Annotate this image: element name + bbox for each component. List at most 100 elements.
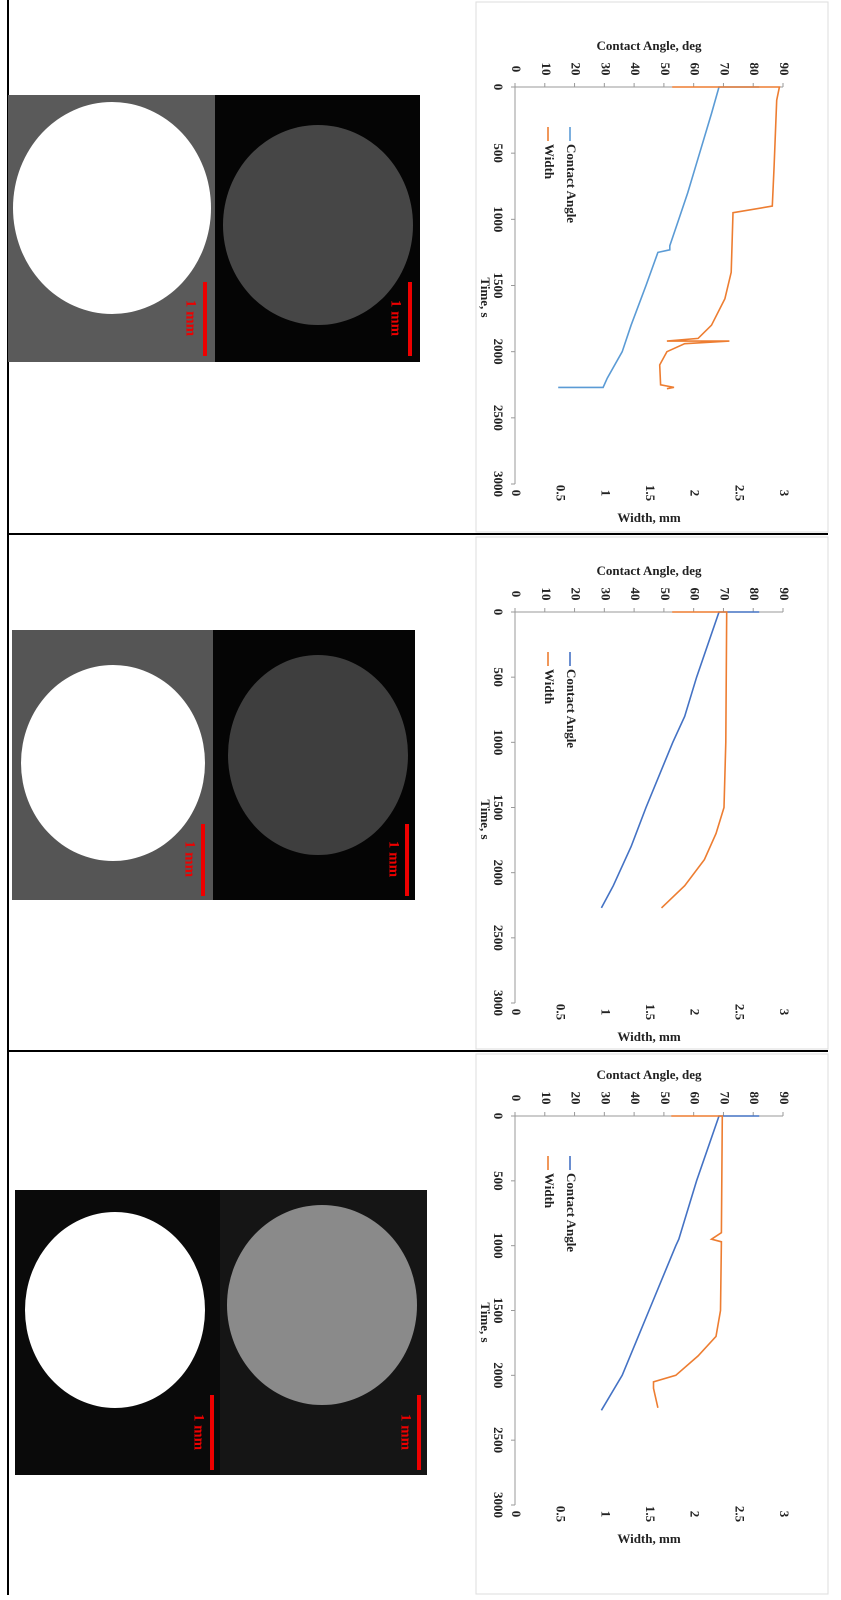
- y2-tick-label: 1.5: [643, 1004, 658, 1021]
- y2-tick-label: 0: [509, 1511, 524, 1518]
- y-tick-label: 80: [747, 588, 762, 601]
- x-tick-label: 2000: [491, 860, 506, 886]
- scale-label: 1 mm: [182, 841, 198, 878]
- y2-tick-label: 1: [598, 1009, 613, 1016]
- y2-tick-label: 2.5: [732, 485, 747, 502]
- y-tick-label: 40: [628, 588, 643, 601]
- y2-tick-label: 2: [688, 1009, 703, 1016]
- chart-frame: [475, 1053, 829, 1595]
- series-line: [600, 611, 760, 909]
- droplet-footprint: [21, 665, 205, 861]
- scale-label: 1 mm: [388, 300, 404, 337]
- x-axis-title: Time, s: [478, 799, 493, 839]
- y-tick-label: 0: [509, 1095, 524, 1102]
- x-tick-label: 2500: [491, 405, 506, 431]
- y-tick-label: 20: [569, 63, 584, 76]
- y-tick-label: 10: [539, 1092, 554, 1105]
- y-tick-label: 40: [628, 63, 643, 76]
- legend-label: Width: [542, 144, 557, 180]
- x-tick-label: 2500: [491, 1427, 506, 1453]
- scale-label: 1 mm: [191, 1414, 207, 1451]
- x-tick-label: 1500: [491, 1298, 506, 1324]
- droplet-footprint: [25, 1212, 205, 1408]
- x-tick-label: 500: [491, 1171, 506, 1191]
- series-line: [660, 611, 728, 909]
- y2-tick-label: 0: [509, 490, 524, 497]
- y-tick-label: 40: [628, 1092, 643, 1105]
- y-tick-label: 90: [777, 1092, 792, 1105]
- y2-tick-label: 2: [688, 490, 703, 497]
- y2-tick-label: 3: [777, 490, 792, 497]
- y2-tick-label: 2.5: [732, 1506, 747, 1523]
- series-line: [652, 1115, 724, 1408]
- y2-tick-label: 1.5: [643, 1506, 658, 1523]
- y-tick-label: 60: [688, 63, 703, 76]
- y2-axis-title: Width, mm: [617, 1029, 680, 1044]
- x-tick-label: 1500: [491, 795, 506, 821]
- y-tick-label: 70: [717, 63, 732, 76]
- y-tick-label: 20: [569, 588, 584, 601]
- y2-tick-label: 0.5: [554, 1004, 569, 1021]
- y-tick-label: 60: [688, 1092, 703, 1105]
- series-line: [658, 86, 781, 390]
- x-tick-label: 2000: [491, 339, 506, 365]
- y2-tick-label: 3: [777, 1009, 792, 1016]
- y-tick-label: 10: [539, 63, 554, 76]
- x-tick-label: 0: [491, 84, 506, 91]
- x-tick-label: 0: [491, 609, 506, 616]
- x-tick-label: 2000: [491, 1362, 506, 1388]
- x-axis-title: Time, s: [478, 1302, 493, 1342]
- chart-frame: [475, 1, 829, 533]
- y-tick-label: 0: [509, 591, 524, 598]
- y-axis-title: Contact Angle, deg: [596, 563, 702, 578]
- y-tick-label: 30: [598, 588, 613, 601]
- x-tick-label: 0: [491, 1113, 506, 1120]
- x-tick-label: 3000: [491, 471, 506, 497]
- y2-tick-label: 0: [509, 1009, 524, 1016]
- series-line: [558, 86, 760, 389]
- y-tick-label: 70: [717, 1092, 732, 1105]
- y2-tick-label: 1: [598, 490, 613, 497]
- y-axis-title: Contact Angle, deg: [596, 38, 702, 53]
- legend-label: Contact Angle: [564, 144, 579, 223]
- y-tick-label: 90: [777, 588, 792, 601]
- x-tick-label: 500: [491, 143, 506, 163]
- x-tick-label: 1000: [491, 729, 506, 755]
- x-tick-label: 1000: [491, 206, 506, 232]
- legend-label: Width: [542, 669, 557, 705]
- y-tick-label: 0: [509, 66, 524, 73]
- y2-tick-label: 2: [688, 1511, 703, 1518]
- y-tick-label: 50: [658, 63, 673, 76]
- y-tick-label: 10: [539, 588, 554, 601]
- series-line: [600, 1115, 760, 1411]
- y2-tick-label: 1.5: [643, 485, 658, 502]
- droplet-footprint: [13, 102, 211, 314]
- y2-tick-label: 0.5: [554, 1506, 569, 1523]
- x-tick-label: 1500: [491, 273, 506, 299]
- y2-tick-label: 0.5: [554, 485, 569, 502]
- x-tick-label: 3000: [491, 1492, 506, 1518]
- y-axis-title: Contact Angle, deg: [596, 1067, 702, 1082]
- y2-tick-label: 3: [777, 1511, 792, 1518]
- y2-axis-title: Width, mm: [617, 1531, 680, 1546]
- y-tick-label: 50: [658, 1092, 673, 1105]
- y2-tick-label: 2.5: [732, 1004, 747, 1021]
- y-tick-label: 50: [658, 588, 673, 601]
- legend-label: Width: [542, 1173, 557, 1209]
- chart-frame: [475, 536, 829, 1050]
- y-tick-label: 30: [598, 1092, 613, 1105]
- y-tick-label: 60: [688, 588, 703, 601]
- y-tick-label: 80: [747, 1092, 762, 1105]
- x-tick-label: 3000: [491, 990, 506, 1016]
- x-axis-title: Time, s: [478, 277, 493, 317]
- x-tick-label: 2500: [491, 925, 506, 951]
- y2-axis-title: Width, mm: [617, 510, 680, 525]
- scale-label: 1 mm: [398, 1414, 414, 1451]
- droplet-footprint: [223, 125, 413, 325]
- y-tick-label: 80: [747, 63, 762, 76]
- droplet-footprint: [227, 1205, 417, 1405]
- y-tick-label: 70: [717, 588, 732, 601]
- y-tick-label: 90: [777, 63, 792, 76]
- y-tick-label: 20: [569, 1092, 584, 1105]
- legend-label: Contact Angle: [564, 669, 579, 748]
